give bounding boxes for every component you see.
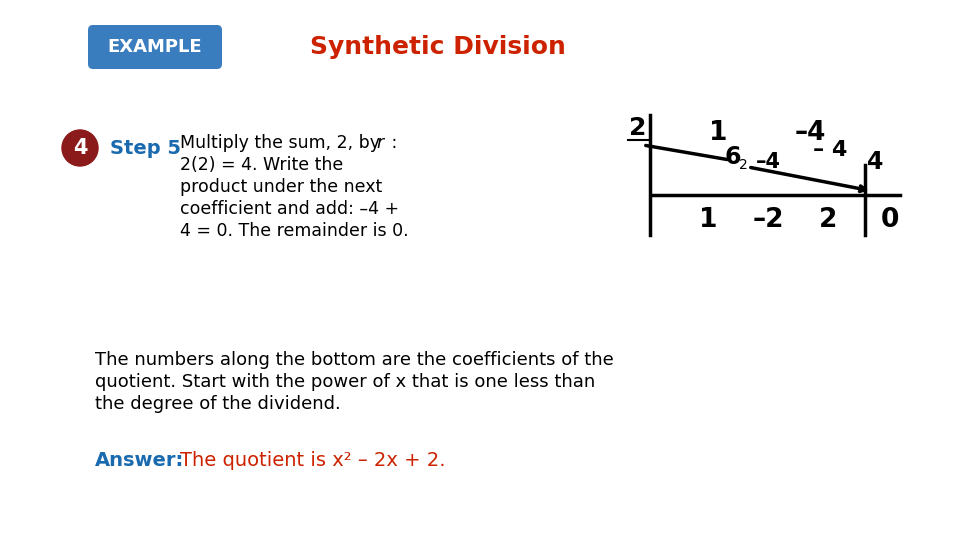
Text: 4 = 0. The remainder is 0.: 4 = 0. The remainder is 0. (180, 222, 409, 240)
Text: Synthetic Division: Synthetic Division (310, 35, 565, 59)
Text: coefficient and add: –4 +: coefficient and add: –4 + (180, 200, 399, 218)
Text: Answer:: Answer: (95, 450, 184, 469)
Text: Multiply the sum, 2, by: Multiply the sum, 2, by (180, 134, 386, 152)
Text: the degree of the dividend.: the degree of the dividend. (95, 395, 341, 413)
Text: 2(2) = 4. Write the: 2(2) = 4. Write the (180, 156, 344, 174)
Text: product under the next: product under the next (180, 178, 382, 196)
Text: 4: 4 (867, 150, 883, 174)
Text: EXAMPLE: EXAMPLE (108, 38, 203, 56)
Text: 0: 0 (881, 207, 900, 233)
Text: 6: 6 (725, 145, 741, 169)
Text: 1: 1 (699, 207, 717, 233)
Text: 2: 2 (738, 158, 748, 172)
Text: r: r (376, 134, 383, 152)
Text: The quotient is x² – 2x + 2.: The quotient is x² – 2x + 2. (180, 450, 445, 469)
Text: 2: 2 (819, 207, 837, 233)
FancyBboxPatch shape (88, 25, 222, 69)
Text: :: : (386, 134, 397, 152)
Text: 2: 2 (630, 116, 647, 140)
Circle shape (62, 130, 98, 166)
Text: Step 5: Step 5 (110, 138, 181, 158)
Text: –4: –4 (756, 152, 780, 172)
Text: –2: –2 (753, 207, 783, 233)
Text: – 4: – 4 (813, 140, 847, 160)
Text: The numbers along the bottom are the coefficients of the: The numbers along the bottom are the coe… (95, 351, 613, 369)
Text: 1: 1 (708, 120, 728, 146)
Text: quotient. Start with the power of x that is one less than: quotient. Start with the power of x that… (95, 373, 595, 391)
Text: –4: –4 (794, 120, 826, 146)
Text: 4: 4 (73, 138, 87, 158)
